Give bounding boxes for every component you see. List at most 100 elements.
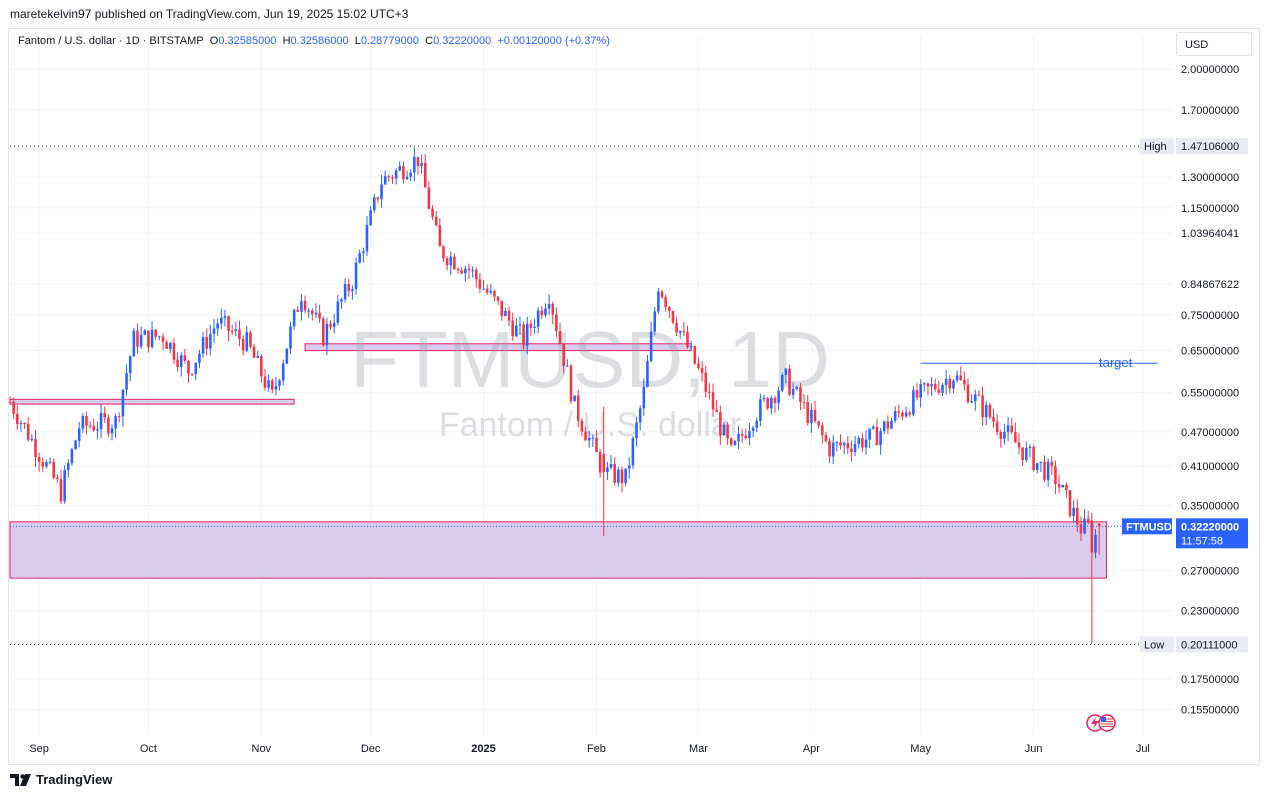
candle-body	[1032, 446, 1035, 471]
candle-body	[890, 420, 893, 429]
tradingview-footer[interactable]: TradingView	[10, 772, 112, 787]
candle-body	[398, 166, 402, 171]
candle-body	[114, 416, 117, 429]
zone-rect-2	[9, 521, 1107, 579]
candle-body	[766, 398, 769, 409]
candle-body	[482, 288, 485, 290]
countdown: 11:57:58	[1181, 535, 1223, 547]
candle-body	[471, 269, 474, 271]
candle-body	[587, 437, 591, 441]
candle-body	[678, 331, 682, 333]
candle-body	[150, 329, 154, 348]
candle-body	[442, 246, 445, 259]
candle-body	[296, 309, 300, 312]
candle-body	[708, 391, 711, 393]
candle-body	[81, 415, 85, 429]
candle-body	[722, 424, 726, 436]
candle-body	[1057, 484, 1061, 488]
candle-body	[773, 397, 777, 403]
candle-body	[795, 387, 799, 389]
currency-selector[interactable]: USD	[1176, 32, 1252, 56]
price-tick-label: 0.65000000	[1181, 346, 1239, 358]
candle-body	[343, 284, 347, 300]
candle-body	[85, 415, 88, 426]
candle-body	[584, 431, 587, 441]
candle-body	[901, 412, 904, 417]
candle-body	[201, 337, 205, 354]
candle-body	[788, 368, 791, 395]
high-value-tag	[1176, 138, 1248, 155]
candle-body	[729, 438, 733, 445]
candle-body	[227, 316, 230, 331]
candle-body	[955, 375, 959, 381]
candle-body	[671, 311, 675, 323]
price-axis: 2.00000000 1.70000000 1.30000000 1.15000000…	[1181, 64, 1239, 716]
candle-body	[161, 336, 165, 342]
candle-body	[493, 290, 496, 297]
price-tick-label: 0.47000000	[1181, 427, 1239, 439]
candle-body	[602, 454, 606, 473]
candle-body	[762, 398, 766, 400]
candle-body	[128, 356, 132, 374]
candle-body	[45, 462, 48, 467]
candle-body	[292, 309, 296, 327]
candle-body	[431, 208, 434, 217]
candle-body	[1006, 425, 1010, 432]
candle-body	[48, 461, 52, 463]
candle-body	[496, 296, 500, 301]
candle-body	[136, 330, 139, 347]
candle-body	[347, 284, 351, 292]
candle-body	[194, 362, 198, 375]
candle-body	[926, 383, 930, 387]
candle-body	[16, 413, 19, 425]
candle-body	[660, 291, 664, 298]
candle-body	[1061, 484, 1064, 488]
candle-body	[777, 390, 780, 403]
candle-body	[303, 300, 307, 311]
candle-body	[726, 424, 729, 439]
candle-body	[96, 429, 99, 431]
candle-body	[365, 225, 369, 252]
candle-body	[321, 318, 325, 346]
candle-body	[416, 156, 420, 167]
candle-body	[63, 470, 66, 502]
candle-body	[806, 402, 810, 423]
candle-body	[536, 310, 540, 327]
candle-body	[478, 279, 482, 289]
candle-body	[56, 477, 59, 480]
candle-body	[1076, 507, 1079, 525]
candle-body	[853, 443, 857, 452]
candle-body	[59, 479, 63, 502]
candle-body	[824, 434, 828, 441]
candle-body	[158, 336, 161, 338]
candle-body	[941, 384, 944, 393]
candle-body	[336, 301, 340, 323]
chart-frame[interactable]	[8, 28, 1260, 765]
candle-body	[165, 341, 168, 349]
candle-body	[176, 359, 179, 367]
candle-body	[813, 409, 817, 422]
candle-body	[682, 331, 686, 333]
candle-body	[8, 401, 12, 403]
price-tick-label: 0.27000000	[1181, 566, 1239, 578]
candle-body	[675, 322, 678, 333]
candle-body	[274, 385, 278, 390]
tradingview-brand: TradingView	[36, 772, 113, 787]
candle-body	[354, 262, 358, 290]
candle-body	[187, 360, 190, 374]
candle-body	[646, 361, 649, 387]
candle-body	[394, 170, 398, 179]
candle-body	[125, 373, 128, 390]
candle-body	[1086, 518, 1090, 522]
candle-body	[223, 316, 227, 318]
candle-body	[37, 457, 41, 462]
candle-body	[413, 156, 416, 173]
candle-body	[270, 380, 274, 390]
candle-body	[944, 378, 948, 385]
candle-body	[285, 348, 289, 364]
candle-body	[915, 390, 919, 398]
candle-body	[154, 329, 157, 337]
price-tick-label: 2.00000000	[1181, 64, 1239, 76]
candle-body	[966, 384, 970, 403]
